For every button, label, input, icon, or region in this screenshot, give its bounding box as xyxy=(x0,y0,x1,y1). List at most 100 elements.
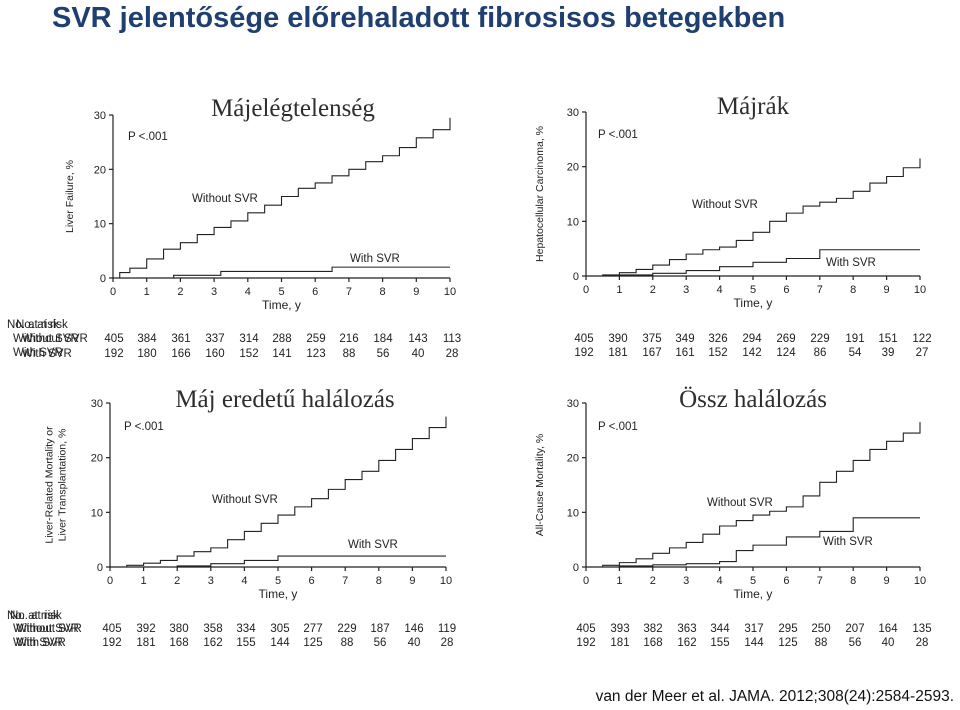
risk-value: 314 xyxy=(239,333,259,345)
risk-value: 40 xyxy=(882,637,895,649)
series-line-with-svr xyxy=(110,555,446,568)
risk-value: 155 xyxy=(236,637,255,649)
risk-value: 277 xyxy=(303,623,322,635)
risk-value: 28 xyxy=(916,637,929,649)
y-tick-label: 30 xyxy=(94,110,106,122)
risk-value: 269 xyxy=(776,333,795,345)
risk-value: 162 xyxy=(677,637,696,649)
risk-value: 380 xyxy=(169,623,188,635)
risk-value: 54 xyxy=(849,347,862,359)
x-tick-label: 1 xyxy=(141,575,147,587)
risk-value: 393 xyxy=(610,623,629,635)
risk-value: 392 xyxy=(136,623,155,635)
y-tick-label: 30 xyxy=(567,398,579,410)
x-tick-label: 0 xyxy=(583,575,589,587)
risk-value: 113 xyxy=(443,333,461,345)
x-tick-label: 5 xyxy=(750,284,756,296)
y-tick-label: 0 xyxy=(97,562,103,574)
risk-value: 119 xyxy=(438,623,456,635)
x-tick-label: 5 xyxy=(750,575,756,587)
chart-heading: Májrák xyxy=(717,93,790,120)
x-tick-label: 9 xyxy=(884,575,890,587)
y-tick-label: 0 xyxy=(573,562,579,574)
x-tick-label: 6 xyxy=(783,575,789,587)
citation: van der Meer et al. JAMA. 2012;308(24):2… xyxy=(595,688,954,705)
risk-value: 207 xyxy=(845,623,864,635)
risk-value: 405 xyxy=(104,333,123,345)
risk-value: 40 xyxy=(408,637,421,649)
risk-value: 164 xyxy=(878,623,898,635)
x-tick-label: 4 xyxy=(717,575,723,587)
risk-value: 180 xyxy=(137,348,156,360)
risk-table-header: No. at risk xyxy=(16,319,68,331)
risk-value: 358 xyxy=(203,623,222,635)
y-tick-label: 20 xyxy=(567,453,579,465)
p-value: P <.001 xyxy=(124,421,164,433)
series-line-with-svr xyxy=(586,517,920,568)
risk-value: 160 xyxy=(205,348,224,360)
risk-value: 382 xyxy=(643,623,662,635)
x-tick-label: 6 xyxy=(783,284,789,296)
risk-value: 141 xyxy=(272,348,291,360)
risk-value: 305 xyxy=(270,623,289,635)
risk-value: 168 xyxy=(169,637,188,649)
risk-value: 143 xyxy=(408,333,427,345)
x-tick-label: 2 xyxy=(174,575,180,587)
series-line-without-svr xyxy=(586,158,921,277)
risk-value: 39 xyxy=(882,347,895,359)
x-tick-label: 1 xyxy=(144,286,150,298)
risk-value: 326 xyxy=(708,333,727,345)
risk-value: 191 xyxy=(845,333,864,345)
risk-value: 405 xyxy=(576,623,595,635)
x-tick-label: 4 xyxy=(717,284,723,296)
risk-value: 259 xyxy=(306,333,325,345)
risk-value: 294 xyxy=(742,333,762,345)
x-tick-label: 4 xyxy=(241,575,247,587)
risk-value: 187 xyxy=(370,623,389,635)
x-axis-label: Time, y xyxy=(259,587,298,601)
y-tick-label: 10 xyxy=(567,216,579,228)
risk-value: 122 xyxy=(912,333,931,345)
risk-value: 361 xyxy=(171,333,190,345)
risk-row-label: Without SVR xyxy=(22,333,88,345)
x-tick-label: 9 xyxy=(413,286,419,298)
x-tick-label: 5 xyxy=(278,286,284,298)
x-tick-label: 3 xyxy=(211,286,217,298)
risk-value: 363 xyxy=(677,623,696,635)
risk-row-label: With SVR xyxy=(13,347,63,359)
risk-value: 192 xyxy=(102,637,121,649)
x-tick-label: 8 xyxy=(850,284,856,296)
chart-heading: Össz halálozás xyxy=(679,386,827,413)
x-tick-label: 3 xyxy=(208,575,214,587)
x-tick-label: 3 xyxy=(683,575,689,587)
risk-table-header: No. at risk xyxy=(7,319,59,331)
risk-value: 142 xyxy=(742,347,761,359)
series-label-with-svr: With SVR xyxy=(826,257,876,269)
x-tick-label: 9 xyxy=(409,575,415,587)
risk-row-label: With SVR xyxy=(13,637,63,649)
x-tick-label: 7 xyxy=(817,284,823,296)
x-tick-label: 6 xyxy=(309,575,315,587)
risk-row-label: Without SVR xyxy=(13,623,79,635)
risk-value: 405 xyxy=(574,333,593,345)
series-label-with-svr: With SVR xyxy=(350,253,400,265)
x-tick-label: 4 xyxy=(245,286,251,298)
risk-value: 167 xyxy=(642,347,661,359)
risk-value: 184 xyxy=(373,333,393,345)
risk-value: 125 xyxy=(303,637,322,649)
risk-value: 384 xyxy=(137,333,157,345)
series-line-with-svr xyxy=(586,249,920,277)
risk-value: 375 xyxy=(642,333,661,345)
p-value: P <.001 xyxy=(598,129,638,141)
y-tick-label: 30 xyxy=(567,107,579,119)
risk-value: 135 xyxy=(912,623,931,635)
y-axis-label: Liver Transplantation, % xyxy=(57,429,69,542)
x-tick-label: 2 xyxy=(650,284,656,296)
series-label-with-svr: With SVR xyxy=(348,539,398,551)
x-tick-label: 0 xyxy=(110,286,116,298)
risk-value: 288 xyxy=(272,333,291,345)
x-axis-label: Time, y xyxy=(262,298,301,312)
risk-value: 250 xyxy=(811,623,830,635)
risk-value: 181 xyxy=(608,347,627,359)
